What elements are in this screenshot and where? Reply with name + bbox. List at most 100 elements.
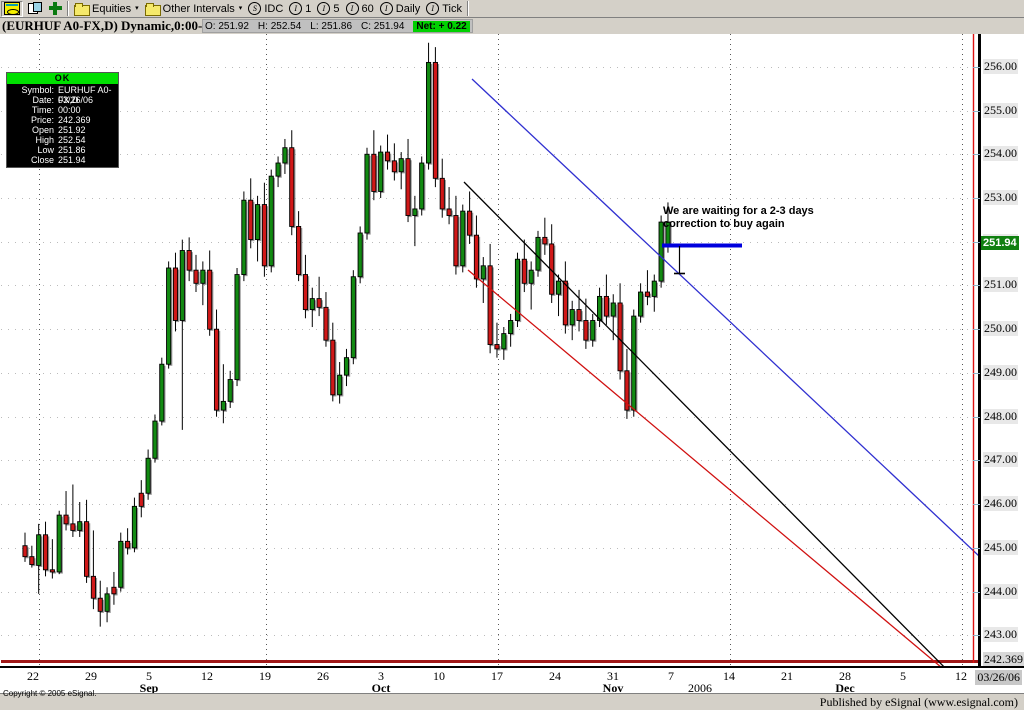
price-tick bbox=[973, 66, 980, 68]
price-tick bbox=[973, 460, 980, 462]
annotation-line-2: correction to buy again bbox=[663, 218, 785, 230]
interval-60[interactable]: I 60 bbox=[344, 1, 376, 17]
time-axis-label: 28 bbox=[839, 669, 851, 683]
price-plot[interactable] bbox=[1, 34, 979, 666]
chevron-down-icon[interactable]: ▾ bbox=[238, 5, 243, 12]
source-icon: S bbox=[248, 2, 262, 15]
price-tick bbox=[973, 635, 980, 637]
price-axis[interactable]: 256.00255.00254.00253.00252.00251.00250.… bbox=[973, 34, 1024, 667]
price-axis-label: 244.00 bbox=[983, 583, 1018, 599]
time-axis-label: 7 bbox=[668, 669, 674, 683]
interval-5[interactable]: I 5 bbox=[315, 1, 341, 17]
data-window-row-key: High bbox=[35, 135, 54, 145]
menu-equities[interactable]: Equities ▾ bbox=[72, 1, 141, 17]
menu-other-intervals-label: Other Intervals bbox=[162, 2, 235, 15]
time-axis-label: 12 bbox=[201, 669, 213, 683]
price-axis-label: 243.00 bbox=[983, 627, 1018, 643]
chart-annotation-text[interactable]: We are waiting for a 2-3 days correction… bbox=[663, 205, 814, 231]
properties-button[interactable] bbox=[25, 1, 45, 17]
interval-60-label: 60 bbox=[361, 2, 374, 15]
interval-icon: I bbox=[379, 2, 393, 15]
last-price-label: 251.94 bbox=[981, 236, 1019, 251]
interval-1[interactable]: I 1 bbox=[287, 1, 313, 17]
data-window-row-key: Price: bbox=[30, 115, 54, 125]
data-window-row-value: EURHUF A0-FX,D bbox=[58, 85, 112, 105]
copyright-notice: Copyright © 2005 eSignal. bbox=[3, 689, 97, 698]
price-tick bbox=[973, 241, 980, 243]
price-tick bbox=[973, 285, 980, 287]
chevron-down-icon[interactable]: ▾ bbox=[135, 5, 139, 12]
ohlc-open: O: 251.92 bbox=[205, 20, 249, 32]
data-window-row-key: Low bbox=[37, 145, 54, 155]
time-axis-label: 3 bbox=[378, 669, 384, 683]
interval-tick[interactable]: I Tick bbox=[424, 1, 464, 17]
data-window-row-key: Close bbox=[30, 155, 54, 165]
time-axis-year-label: 2006 bbox=[688, 681, 712, 695]
last-date-label: 03/26/06 bbox=[975, 670, 1022, 685]
interval-idc[interactable]: S IDC bbox=[246, 1, 285, 17]
interval-daily-label: Daily bbox=[395, 2, 421, 15]
price-tick bbox=[973, 416, 980, 418]
time-axis-label: 5 bbox=[146, 669, 152, 683]
data-window-row-value: 00:00 bbox=[58, 105, 81, 115]
menu-other-intervals[interactable]: Other Intervals ▾ bbox=[143, 1, 245, 17]
interval-1-label: 1 bbox=[305, 2, 312, 15]
menu-equities-label: Equities bbox=[92, 2, 132, 15]
interval-icon: I bbox=[317, 2, 331, 15]
time-axis[interactable]: 03/26/06 22 29 5 12 19 26 3 10 17 24 31 7 14 21 28 5 12 S… bbox=[0, 666, 1024, 695]
interval-idc-label: IDC bbox=[264, 2, 284, 15]
footer: Published by eSignal (www.esignal.com) bbox=[0, 693, 1024, 710]
symbol-lookup-button[interactable] bbox=[1, 0, 23, 17]
data-window-row-key: Symbol: bbox=[21, 85, 54, 95]
time-axis-label: 19 bbox=[259, 669, 271, 683]
interval-icon: I bbox=[426, 2, 440, 15]
price-tick bbox=[973, 372, 980, 374]
bottom-level-label: 242.369 bbox=[983, 652, 1024, 667]
time-axis-month-label: Dec bbox=[835, 681, 855, 695]
price-axis-label: 254.00 bbox=[983, 146, 1018, 162]
price-tick bbox=[973, 110, 980, 112]
page-title: (EURHUF A0-FX,D) Dynamic,0:00-2 bbox=[2, 18, 209, 33]
interval-icon: I bbox=[345, 2, 359, 15]
price-axis-label: 255.00 bbox=[983, 102, 1018, 118]
data-window-row: Price: 242.369 bbox=[9, 115, 116, 125]
ohlc-high: H: 252.54 bbox=[257, 20, 302, 32]
price-tick bbox=[973, 547, 980, 549]
data-window-row: Low 251.86 bbox=[9, 145, 116, 155]
toolbar-divider-1 bbox=[67, 1, 69, 16]
published-by-label: Published by eSignal (www.esignal.com) bbox=[819, 694, 1018, 709]
data-window-row: Date: 03/26/06 bbox=[9, 95, 116, 105]
plus-icon bbox=[49, 2, 62, 15]
data-window-row-key: Open bbox=[31, 125, 54, 135]
time-axis-label: 12 bbox=[955, 669, 967, 683]
time-axis-month-label: Sep bbox=[139, 681, 159, 695]
time-axis-label: 22 bbox=[27, 669, 39, 683]
price-axis-label: 251.00 bbox=[983, 277, 1018, 293]
data-window-row: Time: 00:00 bbox=[9, 105, 116, 115]
data-window-row-value: 03/26/06 bbox=[58, 95, 94, 105]
time-axis-month-label: Oct bbox=[371, 681, 391, 695]
add-study-button[interactable] bbox=[47, 1, 64, 17]
interval-daily[interactable]: I Daily bbox=[378, 1, 422, 17]
price-tick bbox=[973, 198, 980, 199]
data-window-row: Open 251.92 bbox=[9, 125, 116, 135]
data-window-panel[interactable]: OK Symbol: EURHUF A0-FX,D Date: 03/26/06 Tim… bbox=[6, 72, 119, 168]
toolbar: Equities ▾ Other Intervals ▾ S IDC I 1 I… bbox=[0, 0, 1024, 18]
time-axis-label: 26 bbox=[317, 669, 329, 683]
data-window-row-key: Time: bbox=[31, 105, 54, 115]
price-axis-label: 246.00 bbox=[983, 496, 1018, 512]
data-window-row-value: 252.54 bbox=[58, 135, 86, 145]
chart-area[interactable]: 256.00255.00254.00253.00252.00251.00250.… bbox=[0, 34, 1024, 698]
interval-icon: I bbox=[289, 2, 303, 15]
interval-5-label: 5 bbox=[333, 2, 340, 15]
data-window-row-value: 251.86 bbox=[58, 145, 86, 155]
price-axis-label: 245.00 bbox=[983, 539, 1018, 555]
data-window-rows: Symbol: EURHUF A0-FX,D Date: 03/26/06 Time: 0… bbox=[7, 84, 118, 167]
data-window-row: Close 251.94 bbox=[9, 155, 116, 165]
price-tick bbox=[973, 154, 980, 156]
price-axis-label: 248.00 bbox=[983, 408, 1018, 424]
annotation-line-1: We are waiting for a 2-3 days bbox=[663, 205, 814, 217]
ohlc-low: L: 251.86 bbox=[310, 20, 353, 32]
ohlc-readout: O: 251.92 H: 252.54 L: 251.86 C: 251.94 … bbox=[202, 19, 473, 33]
